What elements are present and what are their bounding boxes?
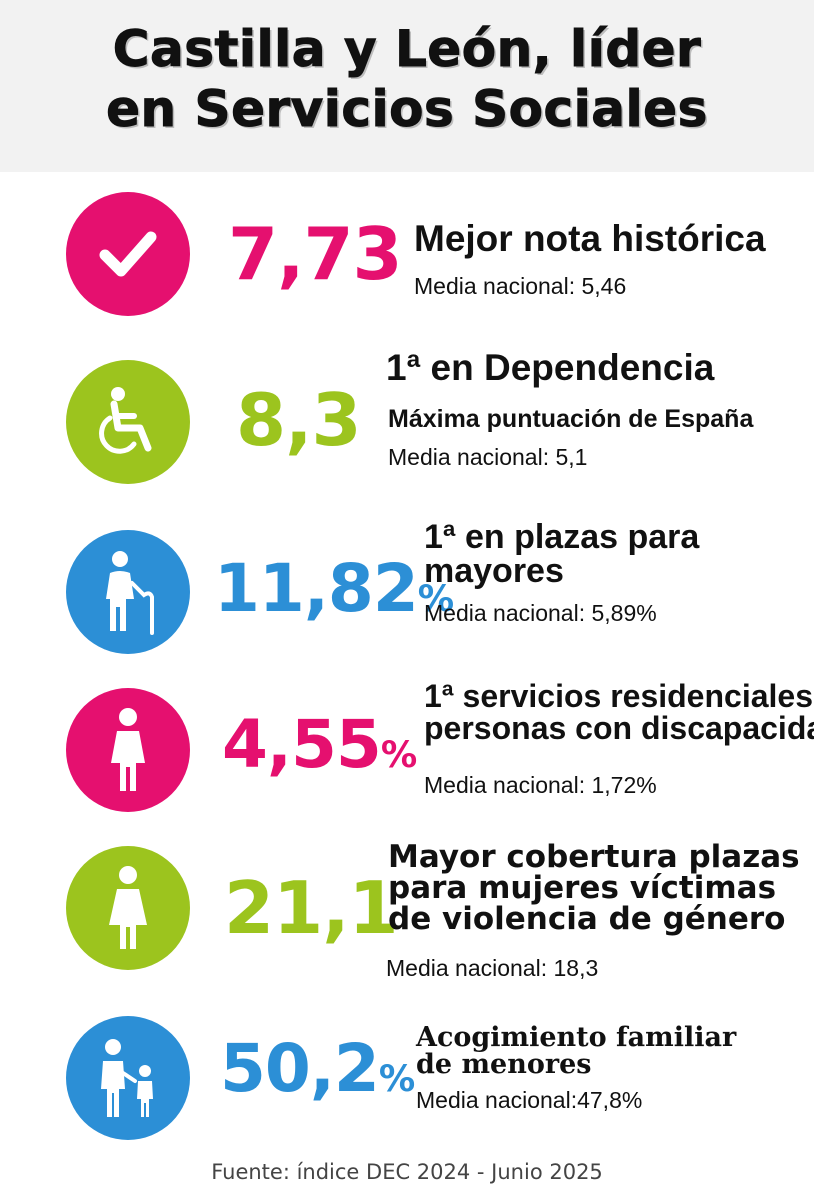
stat-media-5: Media nacional: 18,3	[386, 955, 599, 981]
stat-media-2: Media nacional: 5,1	[388, 444, 588, 470]
stat-value-2: 8,3	[236, 378, 362, 462]
elderly-person-icon	[66, 530, 190, 654]
stat-value-4: 4,55%	[222, 706, 418, 783]
stat-media-6: Media nacional:47,8%	[416, 1087, 643, 1113]
title-line-1: Castilla y León, líder	[112, 20, 702, 79]
checkmark-icon	[66, 192, 190, 316]
stat-heading-1: Mejor nota histórica	[414, 218, 766, 259]
title-line-2: en Servicios Sociales	[106, 80, 708, 139]
source-footer: Fuente: índice DEC 2024 - Junio 2025	[211, 1160, 603, 1184]
woman-icon	[66, 846, 190, 970]
stat-heading-6: Acogimiento familiar de menores	[416, 1022, 737, 1080]
stat-value-6: 50,2%	[220, 1030, 416, 1107]
person-icon	[66, 688, 190, 812]
stat-heading-3: 1ª en plazas para mayores	[424, 518, 700, 590]
stat-media-4: Media nacional: 1,72%	[424, 772, 657, 798]
stat-heading-2: 1ª en Dependencia	[386, 347, 715, 388]
stat-subheading-2: Máxima puntuación de España	[388, 405, 754, 433]
stat-value-5: 21,1	[224, 866, 399, 950]
stat-value-1: 7,73	[228, 212, 403, 296]
wheelchair-icon	[66, 360, 190, 484]
stat-heading-4: 1ª servicios residenciales personas con d…	[424, 678, 814, 746]
stat-media-3: Media nacional: 5,89%	[424, 600, 657, 626]
adult-child-icon	[66, 1016, 190, 1140]
stat-media-1: Media nacional: 5,46	[414, 273, 627, 299]
stat-heading-5: Mayor cobertura plazas para mujeres vícti…	[388, 839, 800, 937]
header-banner: Castilla y León, líder en Servicios Soci…	[0, 0, 814, 172]
stat-value-3: 11,82%	[214, 550, 455, 627]
